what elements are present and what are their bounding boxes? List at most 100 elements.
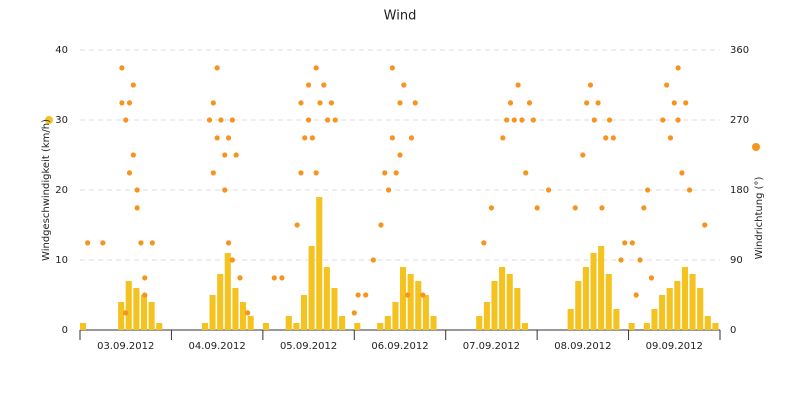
bar xyxy=(133,288,140,330)
point xyxy=(393,170,399,176)
point xyxy=(515,82,521,88)
y-tick-label: 10 xyxy=(55,255,68,266)
point xyxy=(618,257,624,263)
y-axis-title: Windgeschwindigkeit (km/h) xyxy=(41,119,52,261)
point xyxy=(523,170,529,176)
point xyxy=(279,275,285,281)
y2-tick-label: 180 xyxy=(730,185,749,196)
point xyxy=(294,222,300,228)
bar xyxy=(224,253,231,330)
point xyxy=(500,135,506,141)
point xyxy=(313,65,319,71)
bar xyxy=(156,323,163,330)
bar xyxy=(308,246,315,330)
point xyxy=(126,100,133,106)
point xyxy=(610,135,616,141)
point xyxy=(675,117,681,123)
point xyxy=(382,170,388,176)
bar xyxy=(80,323,87,330)
bar xyxy=(605,274,612,330)
bar xyxy=(400,267,407,330)
point xyxy=(214,65,220,71)
bar xyxy=(407,274,414,330)
point xyxy=(321,82,327,88)
point xyxy=(545,187,552,193)
point xyxy=(572,205,578,211)
y2-tick-label: 90 xyxy=(730,255,743,266)
bar xyxy=(704,316,711,330)
point xyxy=(683,100,689,106)
point xyxy=(214,135,220,141)
point xyxy=(385,187,392,193)
point xyxy=(305,82,312,88)
bar xyxy=(285,316,292,330)
point xyxy=(355,292,361,298)
point xyxy=(210,100,216,106)
point xyxy=(420,292,426,298)
bar xyxy=(697,288,704,330)
point xyxy=(142,275,148,281)
bar xyxy=(140,295,148,330)
point xyxy=(302,135,308,141)
bar xyxy=(483,302,490,330)
point xyxy=(660,117,666,123)
bar xyxy=(209,295,216,330)
bar xyxy=(339,316,346,330)
bar xyxy=(422,295,429,330)
x-tick-label: 06.09.2012 xyxy=(371,341,428,352)
point xyxy=(123,310,129,316)
point xyxy=(481,240,487,246)
point xyxy=(271,275,277,281)
x-tick-label: 09.09.2012 xyxy=(646,341,703,352)
y-tick-label: 40 xyxy=(55,45,68,56)
bar xyxy=(666,288,673,330)
point xyxy=(363,292,369,298)
point xyxy=(397,100,403,106)
bar xyxy=(247,316,254,330)
bar xyxy=(651,309,658,330)
y-tick-label: 20 xyxy=(55,185,68,196)
point xyxy=(149,240,155,246)
point xyxy=(401,82,407,88)
point xyxy=(591,117,597,123)
point xyxy=(637,257,643,263)
bar xyxy=(293,323,300,330)
y2-tick-label: 0 xyxy=(730,325,736,336)
bar xyxy=(300,295,308,330)
y2-tick-label: 360 xyxy=(730,45,749,56)
x-tick-label: 08.09.2012 xyxy=(554,341,611,352)
bar xyxy=(323,267,330,330)
point xyxy=(309,135,315,141)
point xyxy=(328,100,335,106)
y2-axis-title: Windrichtung (°) xyxy=(754,177,765,260)
bar xyxy=(689,274,696,330)
point xyxy=(370,257,376,263)
point xyxy=(305,117,312,123)
point xyxy=(229,117,235,123)
bar xyxy=(582,267,589,330)
point xyxy=(222,187,228,193)
point xyxy=(530,117,536,123)
point xyxy=(622,240,628,246)
point xyxy=(237,275,243,281)
point xyxy=(229,257,235,263)
point xyxy=(332,117,338,123)
point xyxy=(225,135,232,141)
point xyxy=(130,82,136,88)
point xyxy=(526,100,533,106)
point xyxy=(675,65,681,71)
bar xyxy=(506,274,513,330)
bar xyxy=(521,323,528,330)
point xyxy=(405,292,411,298)
y2-tick-label: 270 xyxy=(730,115,749,126)
bar xyxy=(415,281,422,330)
point xyxy=(511,117,517,123)
point xyxy=(671,100,677,106)
point xyxy=(679,170,685,176)
point xyxy=(245,310,251,316)
y-tick-label: 30 xyxy=(55,115,68,126)
point xyxy=(686,187,693,193)
point xyxy=(412,100,418,106)
point xyxy=(126,170,133,176)
